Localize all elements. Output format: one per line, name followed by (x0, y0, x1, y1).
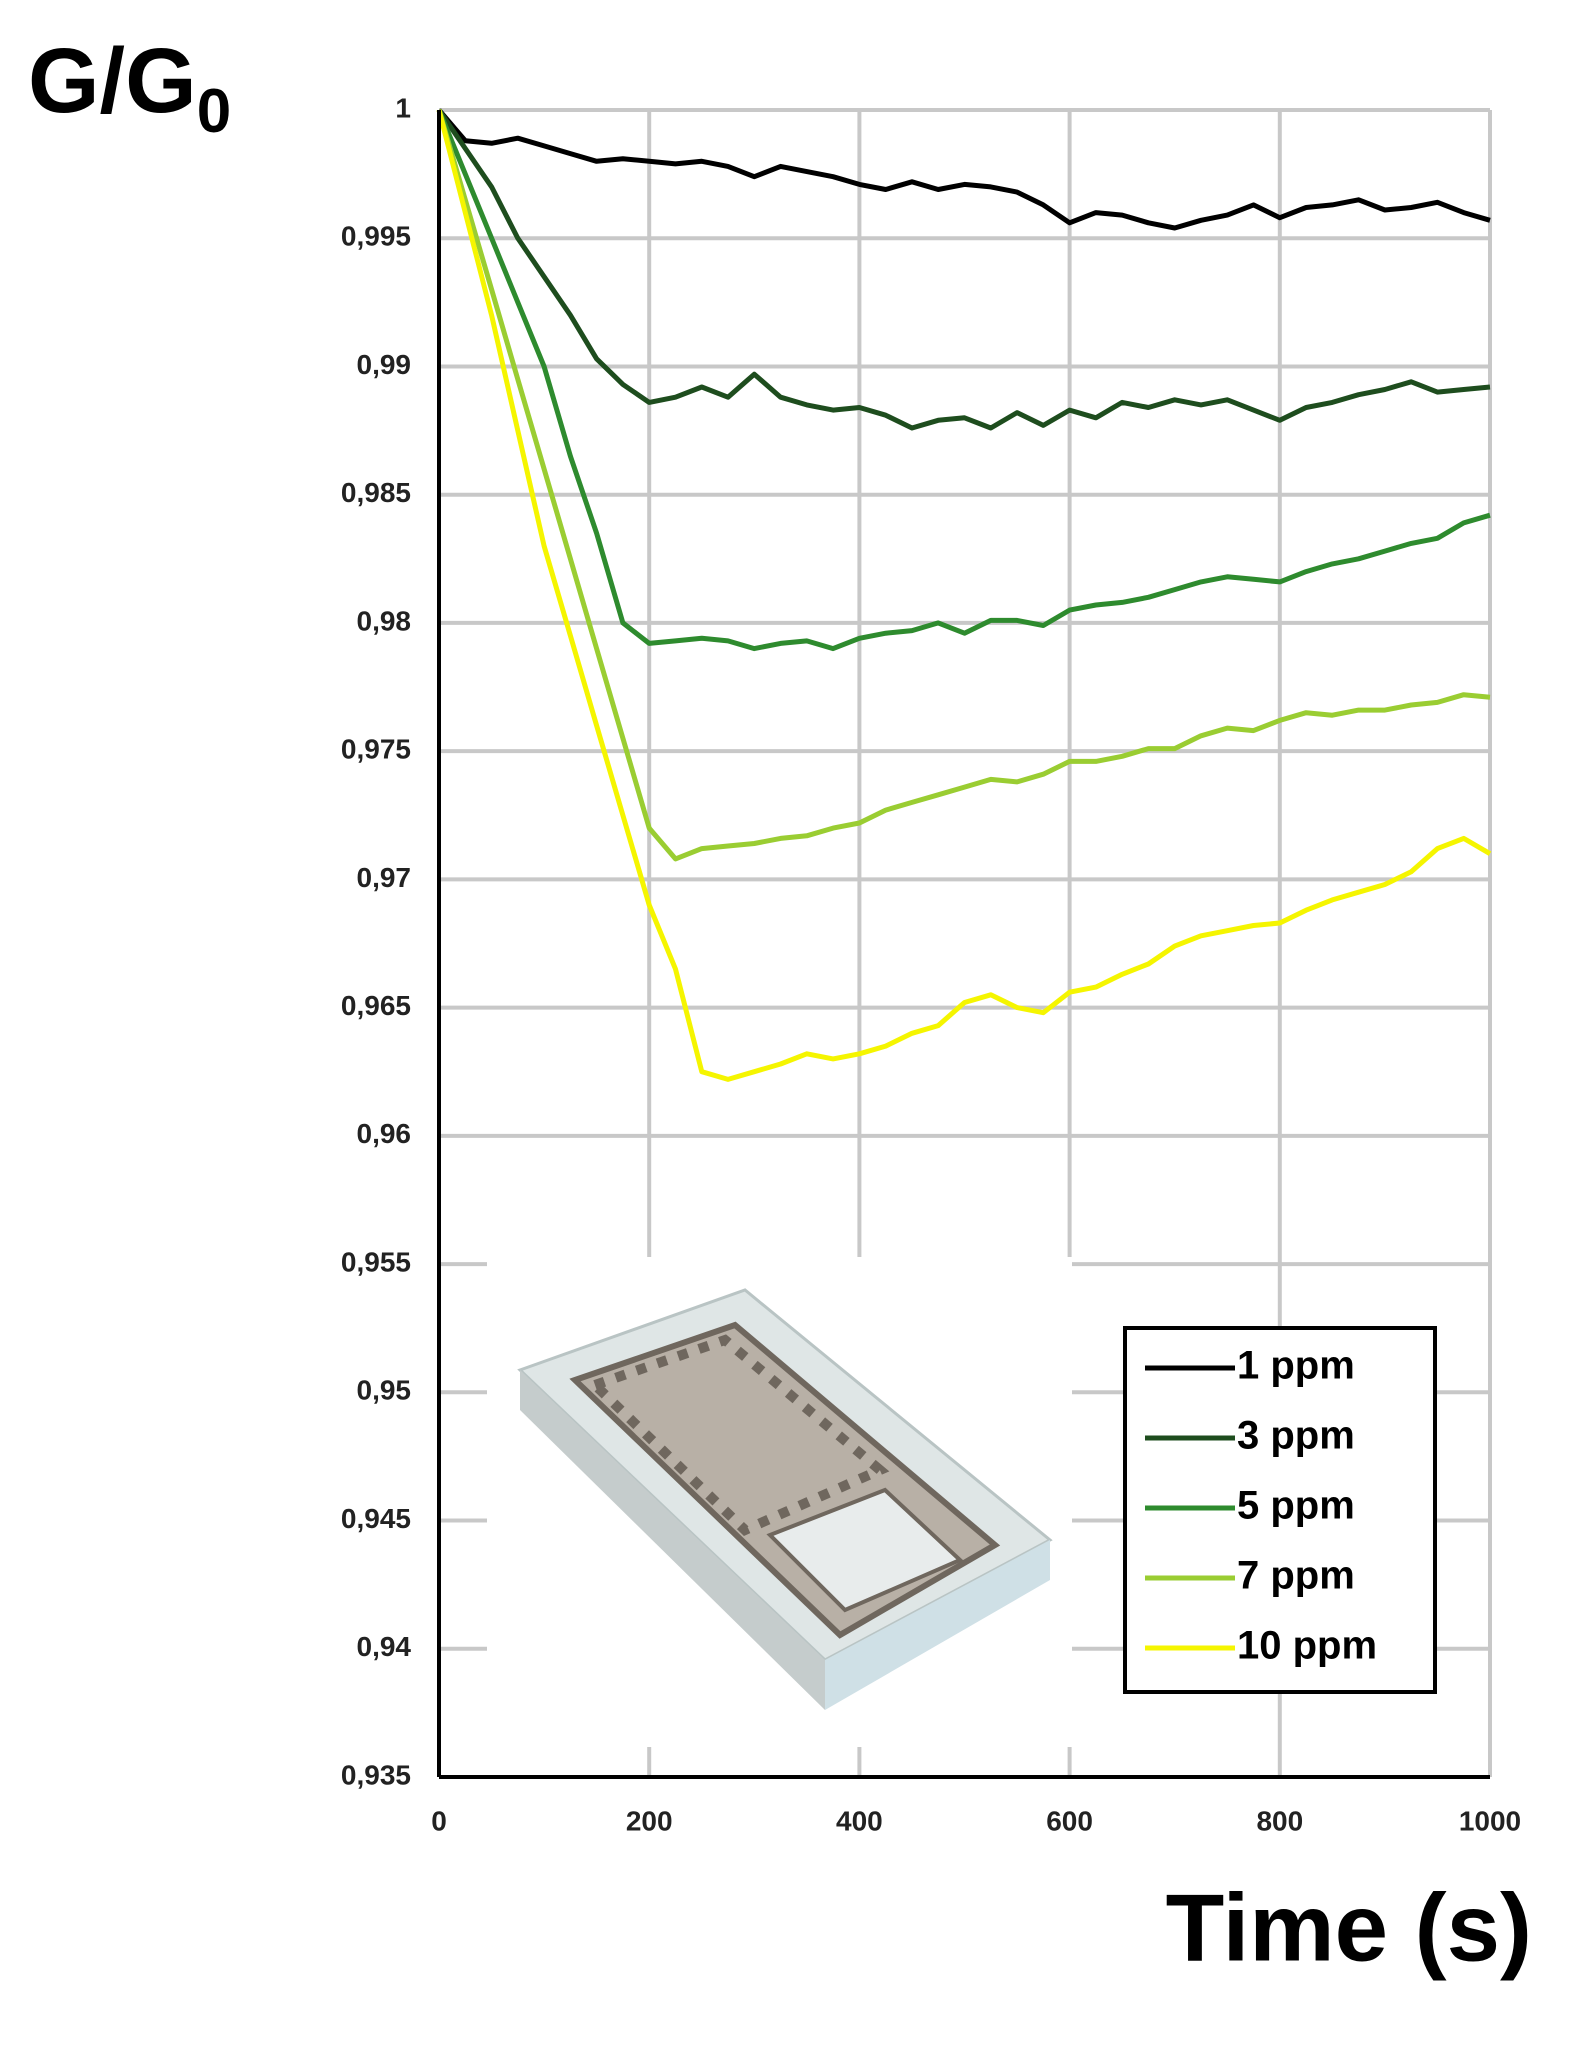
y-tick-label: 0,955 (341, 1246, 411, 1277)
x-axis-label: Time (s) (1166, 1874, 1532, 1981)
x-tick-label: 200 (626, 1805, 673, 1836)
sensor-front (825, 1540, 1050, 1710)
y-tick-label: 0,995 (341, 221, 411, 252)
y-tick-label: 1 (395, 92, 411, 123)
y-tick-label: 0,96 (357, 1118, 412, 1149)
y-tick-label: 0,985 (341, 477, 411, 508)
legend-label: 3 ppm (1237, 1414, 1355, 1458)
sensor-inset (487, 1257, 1072, 1747)
legend-label: 1 ppm (1237, 1344, 1355, 1388)
sensor-side (520, 1370, 825, 1710)
x-tick-label: 0 (431, 1805, 447, 1836)
series-line (437, 108, 1491, 231)
x-tick-label: 600 (1046, 1805, 1093, 1836)
series-line (436, 108, 1491, 431)
y-tick-label: 0,975 (341, 734, 411, 765)
y-tick-label: 0,98 (357, 605, 412, 636)
x-tick-label: 400 (836, 1805, 883, 1836)
series (436, 108, 1492, 1082)
y-axis-label-main: G/G (28, 30, 197, 132)
series-line (436, 109, 1491, 862)
x-tick-label: 800 (1256, 1805, 1303, 1836)
grid (437, 108, 1492, 1779)
y-axis-label: G/G0 (28, 30, 231, 146)
y-tick-label: 0,935 (341, 1759, 411, 1790)
legend-box (1123, 1326, 1437, 1694)
electrode-pad (766, 1487, 964, 1613)
y-tick-label: 0,94 (357, 1631, 412, 1662)
legend-label: 5 ppm (1237, 1484, 1355, 1528)
y-tick-label: 0,95 (357, 1375, 412, 1406)
y-tick-label: 0,97 (357, 862, 412, 893)
y-tick-label: 0,965 (341, 990, 411, 1021)
y-tick-label: 0,99 (357, 349, 412, 380)
electrode-fingers (585, 1334, 890, 1536)
x-tick-label: 1000 (1459, 1805, 1521, 1836)
legend-label: 10 ppm (1237, 1624, 1377, 1668)
legend: 1 ppm 3 ppm 5 ppm 7 ppm 10 ppm (1123, 1326, 1437, 1694)
series-line (436, 109, 1491, 652)
legend-label: 7 ppm (1237, 1554, 1355, 1598)
y-axis-label-sub: 0 (197, 77, 231, 146)
y-tick-label: 0,945 (341, 1503, 411, 1534)
series-line (436, 109, 1492, 1082)
